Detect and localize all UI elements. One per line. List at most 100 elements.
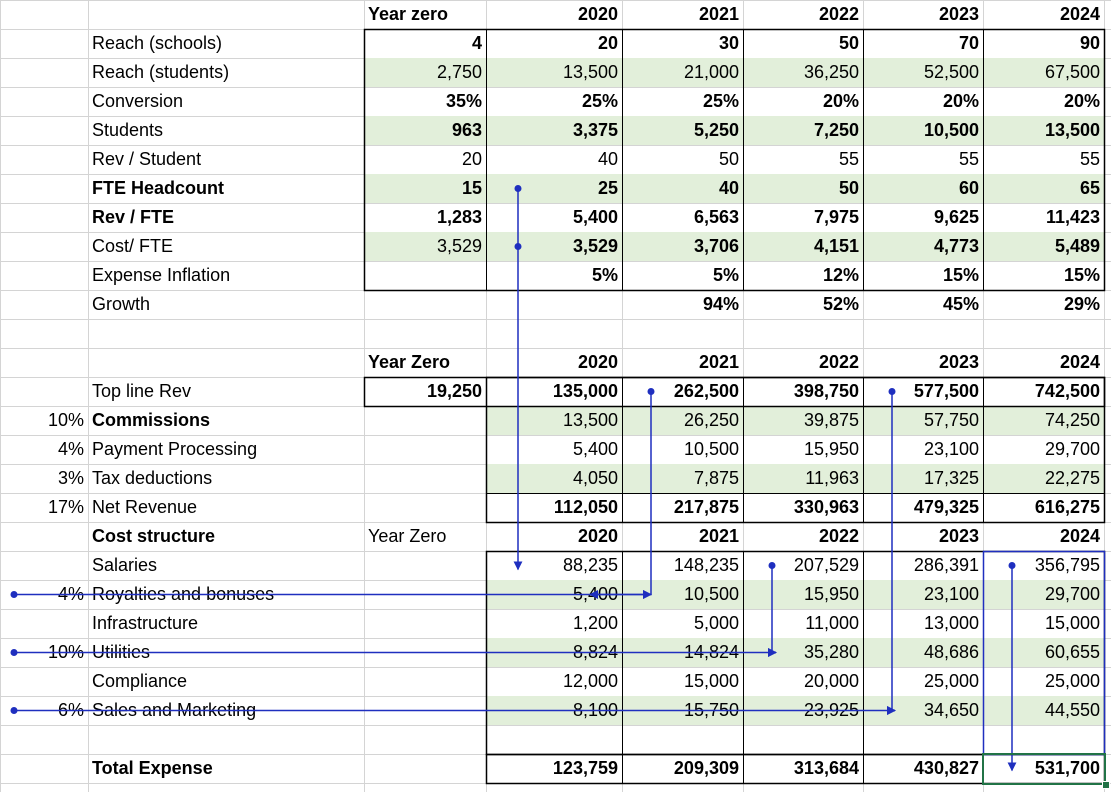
row-label[interactable]: Expense Inflation — [92, 265, 231, 285]
column-header[interactable]: 2020 — [577, 352, 618, 372]
data-cell[interactable]: 15,750 — [683, 700, 739, 720]
data-cell[interactable]: 1,283 — [436, 207, 482, 227]
data-cell[interactable]: 15,950 — [803, 439, 859, 459]
data-cell[interactable]: 8,100 — [572, 700, 618, 720]
row-label[interactable]: Reach (schools) — [92, 33, 223, 53]
row-label[interactable]: Rev / Student — [92, 149, 202, 169]
column-header[interactable]: 2023 — [938, 4, 979, 24]
row-label[interactable]: Sales and Marketing — [92, 700, 257, 720]
data-cell[interactable]: 10,500 — [683, 439, 739, 459]
data-cell[interactable]: 15% — [942, 265, 979, 285]
column-header[interactable]: 2020 — [577, 4, 618, 24]
data-cell[interactable]: 12,000 — [562, 671, 618, 691]
data-cell[interactable]: 30 — [718, 33, 739, 53]
data-cell[interactable]: 25% — [581, 91, 618, 111]
data-cell[interactable] — [486, 290, 622, 319]
data-cell[interactable] — [622, 725, 743, 754]
data-cell[interactable]: 5,400 — [572, 439, 618, 459]
total-cell[interactable]: 430,827 — [913, 758, 979, 778]
row-label[interactable]: Rev / FTE — [92, 207, 175, 227]
row-label[interactable]: Reach (students) — [92, 62, 230, 82]
data-cell[interactable]: 55 — [838, 149, 859, 169]
data-cell[interactable]: 207,529 — [793, 555, 859, 575]
data-cell[interactable]: 2,750 — [436, 62, 482, 82]
percent-cell[interactable]: 3% — [57, 468, 84, 488]
data-cell[interactable]: 9,625 — [933, 207, 979, 227]
data-cell[interactable]: 35,280 — [803, 642, 859, 662]
data-cell[interactable]: 34,650 — [923, 700, 979, 720]
data-cell[interactable]: 10,500 — [683, 584, 739, 604]
column-header[interactable]: 2020 — [577, 526, 618, 546]
data-cell[interactable]: 23,100 — [923, 439, 979, 459]
percent-cell[interactable]: 4% — [57, 439, 84, 459]
data-cell[interactable] — [364, 667, 486, 696]
data-cell[interactable]: 4,773 — [933, 236, 979, 256]
data-cell[interactable]: 15,950 — [803, 584, 859, 604]
data-cell[interactable]: 7,250 — [813, 120, 859, 140]
data-cell[interactable]: 23,100 — [923, 584, 979, 604]
selected-cell[interactable] — [982, 753, 1106, 785]
data-cell[interactable]: 67,500 — [1044, 62, 1100, 82]
column-header[interactable]: 2022 — [818, 352, 859, 372]
data-cell[interactable]: 148,235 — [673, 555, 739, 575]
data-cell[interactable]: 88,235 — [562, 555, 618, 575]
column-header[interactable]: 2023 — [938, 526, 979, 546]
percent-cell[interactable] — [0, 609, 88, 638]
row-label[interactable]: Top line Rev — [92, 381, 192, 401]
data-cell[interactable]: 55 — [1079, 149, 1100, 169]
column-header[interactable]: 2021 — [698, 526, 739, 546]
data-cell[interactable]: 398,750 — [793, 381, 859, 401]
data-cell[interactable]: 7,975 — [813, 207, 859, 227]
data-cell[interactable]: 11,963 — [805, 468, 859, 488]
column-header[interactable]: 2021 — [698, 352, 739, 372]
data-cell[interactable]: 25,000 — [1044, 671, 1100, 691]
data-cell[interactable] — [364, 435, 486, 464]
percent-cell[interactable] — [0, 551, 88, 580]
data-cell[interactable]: 55 — [958, 149, 979, 169]
row-label[interactable]: Compliance — [92, 671, 188, 691]
data-cell[interactable]: 5,489 — [1054, 236, 1100, 256]
data-cell[interactable]: 8,824 — [572, 642, 618, 662]
data-cell[interactable]: 15 — [461, 178, 482, 198]
data-cell[interactable]: 5,400 — [572, 584, 618, 604]
data-cell[interactable] — [364, 551, 486, 580]
row-label[interactable]: Conversion — [92, 91, 184, 111]
column-header[interactable]: Year Zero — [368, 352, 451, 372]
data-cell[interactable]: 15,000 — [683, 671, 739, 691]
data-cell[interactable]: 577,500 — [913, 381, 979, 401]
data-cell[interactable]: 112,050 — [553, 497, 618, 517]
data-cell[interactable] — [364, 609, 486, 638]
data-cell[interactable] — [983, 725, 1104, 754]
row-label[interactable]: Utilities — [92, 642, 151, 662]
data-cell[interactable]: 19,250 — [426, 381, 482, 401]
section-title[interactable]: Cost structure — [92, 526, 216, 546]
data-cell[interactable]: 90 — [1079, 33, 1100, 53]
data-cell[interactable]: 963 — [451, 120, 482, 140]
data-cell[interactable]: 262,500 — [673, 381, 739, 401]
data-cell[interactable]: 52,500 — [923, 62, 979, 82]
percent-cell[interactable]: 17% — [47, 497, 84, 517]
data-cell[interactable]: 36,250 — [803, 62, 859, 82]
data-cell[interactable]: 286,391 — [913, 555, 979, 575]
column-header[interactable]: 2024 — [1059, 4, 1100, 24]
data-cell[interactable]: 3,375 — [572, 120, 618, 140]
data-cell[interactable]: 50 — [718, 149, 739, 169]
data-cell[interactable]: 11,000 — [805, 613, 859, 633]
data-cell[interactable]: 94% — [702, 294, 739, 314]
data-cell[interactable]: 4 — [471, 33, 482, 53]
data-cell[interactable]: 44,550 — [1044, 700, 1100, 720]
total-cell[interactable]: 123,759 — [552, 758, 618, 778]
data-cell[interactable]: 50 — [838, 33, 859, 53]
data-cell[interactable]: 14,824 — [683, 642, 739, 662]
data-cell[interactable]: 3,706 — [693, 236, 739, 256]
data-cell[interactable] — [364, 406, 486, 435]
data-cell[interactable]: 3,529 — [436, 236, 482, 256]
column-header[interactable]: Year Zero — [368, 526, 447, 546]
percent-cell[interactable] — [0, 667, 88, 696]
column-header[interactable]: 2024 — [1059, 352, 1100, 372]
data-cell[interactable]: 40 — [718, 178, 739, 198]
data-cell[interactable]: 7,875 — [693, 468, 739, 488]
data-cell[interactable]: 5,400 — [572, 207, 618, 227]
data-cell[interactable]: 13,500 — [1044, 120, 1100, 140]
